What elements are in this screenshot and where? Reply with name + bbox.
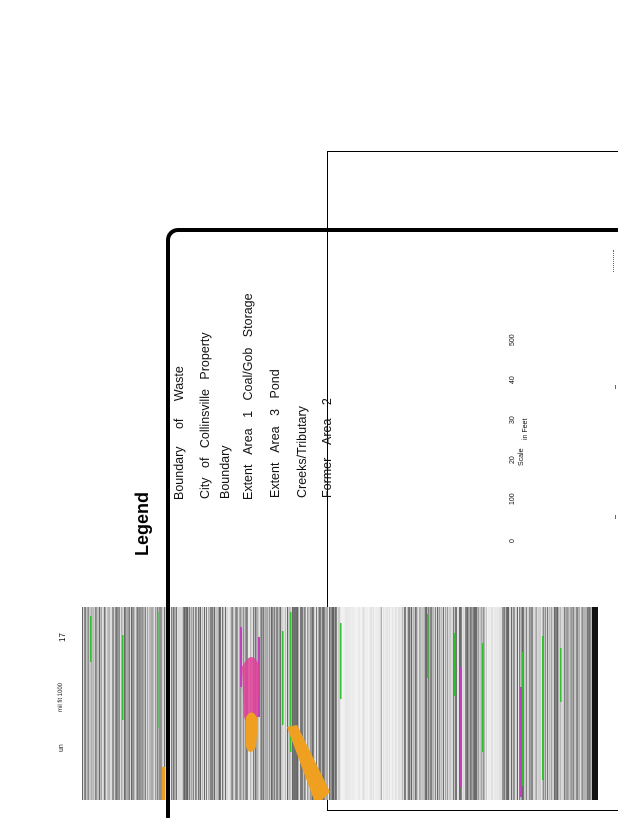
scale-tick-40: 40 — [509, 376, 516, 384]
scale-tick-20: 20 — [509, 456, 516, 464]
scale-tick-500: 500 — [509, 334, 516, 346]
scale-unit: in Feet — [522, 418, 529, 440]
legend-item-city-property: City of Collinsville Property — [198, 332, 212, 499]
legend-item-label: Creeks/Tributary — [295, 406, 309, 498]
scale-label: Scale — [518, 448, 525, 466]
legend-item-former-area2: Former Area 2 — [320, 398, 334, 498]
legend-item-coal-gob: Extent Area 1 Coal/Gob Storage — [241, 293, 255, 500]
scale-tick-30: 30 — [509, 416, 516, 424]
scale-tick-0: 0 — [509, 539, 516, 543]
margin-text-middle: mil fit 1000 — [58, 682, 64, 712]
map-edge-mark-2 — [615, 385, 616, 389]
legend-panel — [166, 228, 618, 818]
legend-item-pond: Extent Area 3 Pond — [268, 369, 282, 498]
legend-item-creeks: Creeks/Tributary — [295, 406, 309, 498]
map-imagery — [82, 607, 598, 800]
legend-item-city-property-line2: Boundary — [218, 445, 232, 499]
legend-item-boundary-of-waste: Boundary of Waste — [172, 366, 186, 500]
scale-tick-100: 100 — [509, 493, 516, 505]
legend-item-label: City of Collinsville Property — [198, 332, 212, 499]
legend-item-label: Boundary of Waste — [172, 366, 186, 500]
map-edge-marks — [613, 250, 618, 272]
margin-text-bottom: un — [58, 744, 65, 752]
margin-text-top: 17 — [58, 633, 67, 642]
legend-item-label: Extent Area 1 Coal/Gob Storage — [241, 293, 255, 500]
legend-title: Legend — [132, 491, 152, 556]
legend-item-label: Extent Area 3 Pond — [268, 369, 282, 498]
map-imagery-canvas — [82, 607, 598, 800]
legend-item-label: Boundary — [218, 445, 232, 499]
legend-item-label: Former Area 2 — [320, 398, 334, 498]
map-edge-mark-3 — [615, 515, 616, 519]
